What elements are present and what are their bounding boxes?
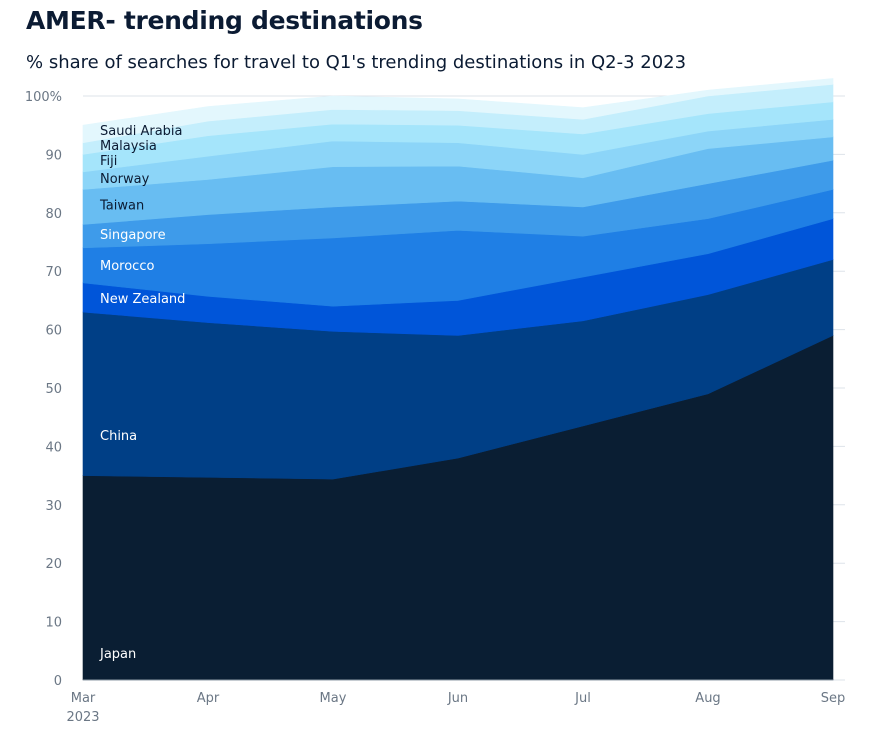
series-label-saudi-arabia: Saudi Arabia [100, 124, 183, 139]
series-label-taiwan: Taiwan [99, 199, 144, 214]
series-label-morocco: Morocco [100, 259, 154, 274]
y-tick-label: 80 [45, 207, 62, 222]
chart-subtitle: % share of searches for travel to Q1's t… [26, 52, 687, 73]
area-layers [82, 78, 834, 681]
area-saudi-arabia [82, 78, 834, 144]
x-tick-label: Apr [197, 691, 220, 706]
y-tick-label: 20 [45, 557, 62, 572]
y-tick-label: 10 [45, 616, 62, 631]
y-tick-label: 0 [54, 674, 62, 689]
y-tick-label: 50 [45, 382, 62, 397]
x-tick-label: Jun [447, 691, 468, 706]
x-tick-label: Jul [574, 691, 591, 706]
x-tick-label: Sep [821, 691, 846, 706]
series-label-fiji: Fiji [100, 154, 117, 169]
x-tick-label: Mar [71, 691, 96, 706]
x-tick-label: Aug [695, 691, 720, 706]
y-axis: 0 10 20 30 40 50 60 70 80 90 100% [25, 90, 62, 689]
series-label-norway: Norway [100, 172, 150, 187]
y-tick-label: 100% [25, 90, 62, 105]
y-tick-label: 30 [45, 499, 62, 514]
x-tick-label: May [320, 691, 347, 706]
series-label-singapore: Singapore [100, 228, 166, 243]
series-label-japan: Japan [99, 647, 136, 662]
series-labels: Japan China New Zealand Morocco Singapore Tai… [99, 124, 185, 662]
y-tick-label: 40 [45, 440, 62, 455]
series-label-new-zealand: New Zealand [100, 292, 185, 307]
series-label-malaysia: Malaysia [100, 139, 157, 154]
x-axis: Mar Apr May Jun Jul Aug Sep 2023 [66, 679, 846, 725]
series-label-china: China [100, 429, 137, 444]
y-tick-label: 70 [45, 265, 62, 280]
y-tick-label: 90 [45, 148, 62, 163]
x-year-label: 2023 [66, 710, 99, 725]
y-tick-label: 60 [45, 324, 62, 339]
chart-title: AMER- trending destinations [26, 6, 423, 35]
